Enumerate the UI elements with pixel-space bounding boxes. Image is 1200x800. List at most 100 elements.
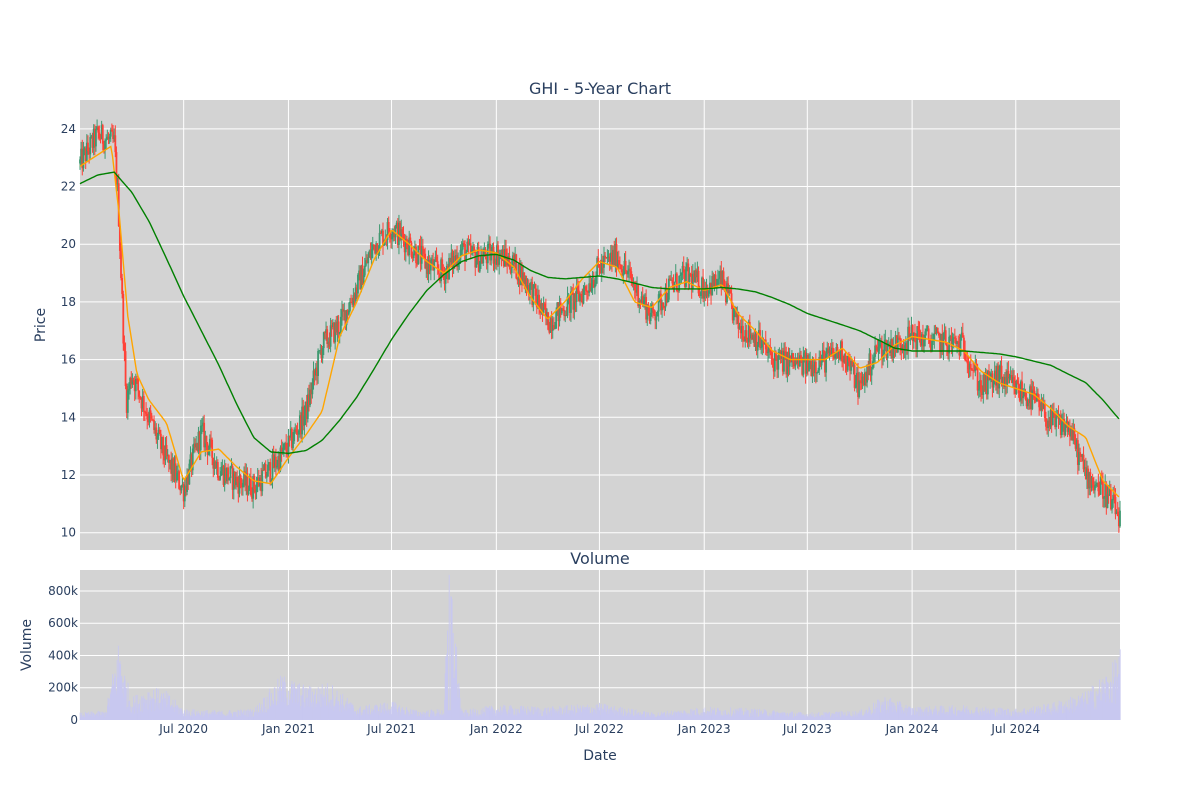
volume-bar [284,676,286,720]
volume-bar [249,709,251,720]
volume-bar [611,706,612,720]
volume-bar [617,711,619,720]
candle-body [320,350,323,359]
volume-bar [324,696,326,720]
volume-bar [158,702,160,720]
candle-body [847,355,850,362]
volume-bar [182,713,184,720]
volume-bar [433,711,435,720]
volume-bar [960,712,962,720]
volume-bar [525,708,526,720]
volume-bar [92,716,94,720]
volume-bar [780,713,782,720]
candle-body [249,476,252,495]
volume-bar [457,697,459,720]
volume-bar [473,712,475,720]
volume-bar [736,710,738,720]
volume-bar [195,716,197,720]
volume-bar [560,715,562,720]
volume-bar [291,684,292,720]
volume-bar [496,710,497,720]
volume-bar [199,714,201,720]
volume-bar [269,707,271,720]
candle-body [100,125,103,140]
candle-body [164,445,167,461]
volume-bar [879,702,881,720]
volume-bar [1119,649,1121,720]
volume-bar [819,716,821,720]
volume-bar [480,714,481,720]
volume-bar [470,714,472,720]
candle-body [423,249,425,254]
volume-bar [618,707,620,720]
volume-bar [985,706,987,720]
candle-body [498,256,501,265]
volume-bar [488,707,489,720]
candle-body [277,456,280,466]
volume-bar [300,706,302,720]
volume-bar [531,706,533,720]
candle-body [999,365,1002,370]
candle-body [630,271,633,281]
volume-bar [848,714,849,720]
candle-body [1084,467,1087,480]
volume-bar [810,715,812,720]
volume-bar [552,708,554,720]
candle-body [978,380,981,390]
volume-bar [407,709,409,720]
volume-bar [357,710,358,720]
candle-body [301,406,304,435]
volume-bar [815,713,817,720]
volume-bar [846,716,848,720]
candle-body [1063,419,1066,435]
candle-body [326,329,329,344]
volume-bar [624,709,626,720]
volume-bar [166,707,168,720]
candle-body [524,278,527,284]
candle-body [370,249,373,259]
volume-bar [887,712,889,720]
volume-bar [134,705,136,720]
volume-bar [109,694,111,720]
candle-body [598,264,601,268]
volume-bar [658,715,660,720]
volume-bar [543,708,545,720]
candle-body [805,355,808,374]
volume-bar [313,709,315,720]
x-tick-label: Jul 2023 [782,722,832,736]
volume-bar [1093,701,1095,720]
volume-bar [1071,713,1073,720]
candle-body [953,337,956,339]
volume-bar [159,710,161,720]
candle-body [173,463,176,480]
volume-bar [644,711,646,720]
volume-bar [922,711,924,720]
volume-bar [280,675,282,720]
volume-bar [244,715,246,720]
volume-bar [979,714,980,720]
volume-bar [435,716,437,720]
candle-body [416,263,419,265]
volume-bar [734,716,736,720]
volume-bar [685,712,687,720]
price-y-tick-label: 24 [61,122,76,136]
candle-body [415,246,417,264]
candle-body [909,334,912,338]
volume-bar [83,714,85,720]
candle-body [317,350,319,376]
volume-bar [578,707,579,720]
volume-bar [146,699,148,720]
volume-bar [845,717,847,720]
volume-bar [786,715,788,720]
volume-bar [88,714,90,720]
volume-bar [144,698,145,720]
volume-bar [982,715,984,720]
volume-bar [1001,714,1003,720]
volume-bar [961,710,963,720]
volume-bar [461,710,463,720]
volume-bar [535,709,537,720]
candle-body [508,256,511,268]
volume-bar [787,716,789,720]
candle-body [216,462,219,478]
